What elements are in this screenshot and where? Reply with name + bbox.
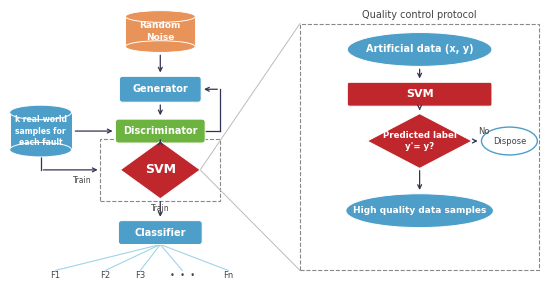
Bar — [101, 139, 220, 201]
Ellipse shape — [10, 105, 72, 120]
Text: SVM: SVM — [145, 163, 176, 176]
Ellipse shape — [125, 41, 195, 52]
FancyBboxPatch shape — [347, 82, 492, 106]
Text: No: No — [478, 127, 489, 136]
Text: Dispose: Dispose — [493, 136, 526, 146]
Ellipse shape — [481, 127, 537, 155]
Text: Artificial data (x, y): Artificial data (x, y) — [366, 45, 474, 54]
Text: Train: Train — [151, 204, 169, 213]
Bar — [300, 24, 540, 271]
Bar — [10, 112, 72, 150]
Polygon shape — [120, 141, 200, 199]
Polygon shape — [367, 114, 472, 168]
Text: •  •  •: • • • — [169, 271, 195, 280]
Bar — [125, 16, 195, 47]
Text: F2: F2 — [100, 271, 111, 280]
FancyBboxPatch shape — [118, 221, 202, 244]
Text: Train: Train — [73, 176, 92, 185]
Text: Fn: Fn — [223, 271, 233, 280]
FancyBboxPatch shape — [116, 119, 205, 143]
Text: Quality control protocol: Quality control protocol — [362, 10, 477, 20]
Text: F1: F1 — [51, 271, 60, 280]
Text: Random
Noise: Random Noise — [140, 21, 181, 42]
Text: SVM: SVM — [406, 89, 433, 99]
Ellipse shape — [347, 33, 492, 66]
Text: Predicted label
y'= y?: Predicted label y'= y? — [383, 131, 456, 151]
FancyBboxPatch shape — [119, 76, 201, 102]
Text: High quality data samples: High quality data samples — [353, 206, 486, 215]
Ellipse shape — [346, 194, 493, 228]
Text: F3: F3 — [135, 271, 145, 280]
Text: Classifier: Classifier — [135, 227, 186, 238]
Text: k real-world
samples for
each fault: k real-world samples for each fault — [15, 116, 67, 147]
Text: Discriminator: Discriminator — [123, 126, 197, 136]
Ellipse shape — [10, 142, 72, 157]
Text: Generator: Generator — [133, 84, 188, 94]
Ellipse shape — [125, 11, 195, 22]
